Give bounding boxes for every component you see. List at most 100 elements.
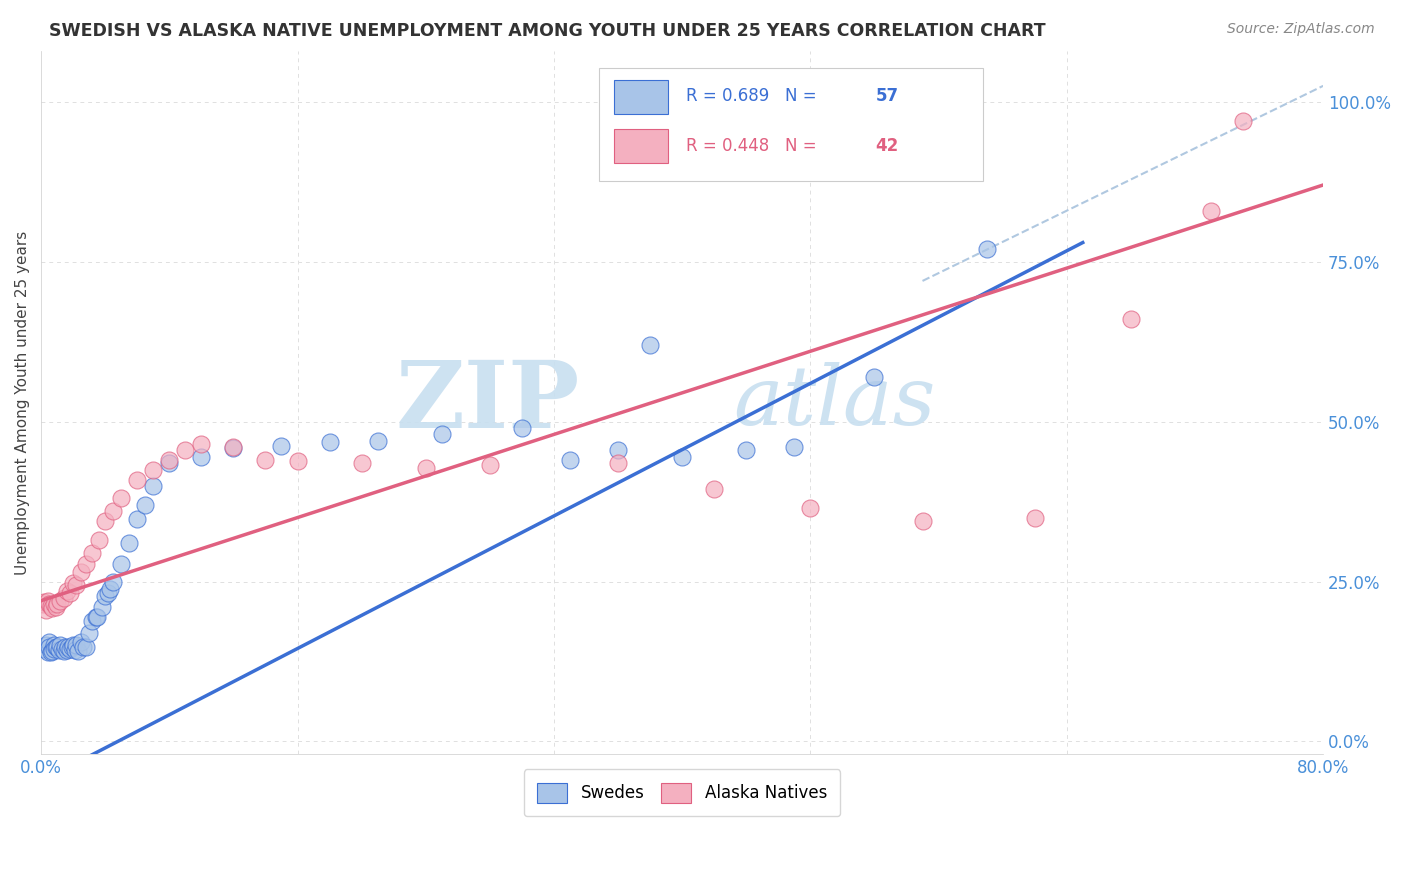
Point bbox=[367, 434, 389, 448]
Point bbox=[350, 456, 373, 470]
Point bbox=[86, 609, 108, 624]
Point bbox=[478, 458, 501, 472]
Point bbox=[287, 454, 309, 468]
Point bbox=[318, 435, 340, 450]
Point bbox=[51, 641, 73, 656]
Point bbox=[127, 474, 149, 488]
Point bbox=[190, 437, 212, 451]
Point bbox=[1119, 312, 1142, 326]
Point bbox=[911, 514, 934, 528]
Point bbox=[703, 482, 725, 496]
Point bbox=[1232, 114, 1254, 128]
Point bbox=[671, 450, 693, 464]
Point bbox=[38, 640, 60, 654]
Point bbox=[72, 640, 94, 654]
Text: SWEDISH VS ALASKA NATIVE UNEMPLOYMENT AMONG YOUTH UNDER 25 YEARS CORRELATION CHA: SWEDISH VS ALASKA NATIVE UNEMPLOYMENT AM… bbox=[49, 22, 1046, 40]
Point bbox=[415, 460, 437, 475]
Point bbox=[103, 504, 125, 518]
Text: 57: 57 bbox=[876, 87, 898, 105]
Point bbox=[66, 643, 89, 657]
Point bbox=[38, 635, 60, 649]
Text: ZIP: ZIP bbox=[395, 358, 579, 448]
Point bbox=[98, 582, 121, 597]
Point bbox=[75, 640, 97, 654]
Point bbox=[863, 369, 886, 384]
Point bbox=[783, 440, 806, 454]
Point bbox=[58, 640, 80, 655]
Point bbox=[1199, 203, 1222, 218]
Point bbox=[91, 600, 114, 615]
Point bbox=[430, 427, 453, 442]
Point bbox=[52, 591, 75, 605]
Point bbox=[157, 456, 180, 470]
Point bbox=[48, 643, 70, 657]
Point bbox=[190, 450, 212, 464]
Point bbox=[55, 584, 77, 599]
Point bbox=[35, 603, 58, 617]
Point bbox=[607, 456, 630, 470]
Point bbox=[157, 453, 180, 467]
Point bbox=[60, 640, 83, 654]
Point bbox=[510, 421, 533, 435]
Point bbox=[41, 643, 63, 657]
Point bbox=[70, 635, 93, 649]
Point bbox=[84, 609, 107, 624]
Point bbox=[34, 641, 56, 656]
Point bbox=[65, 578, 87, 592]
Point bbox=[118, 536, 141, 550]
Point bbox=[34, 595, 56, 609]
Point bbox=[270, 439, 292, 453]
Point bbox=[39, 599, 62, 613]
Point bbox=[42, 641, 65, 656]
Point bbox=[75, 557, 97, 571]
Point bbox=[59, 586, 82, 600]
Point bbox=[94, 514, 117, 528]
Point bbox=[49, 639, 72, 653]
Text: Source: ZipAtlas.com: Source: ZipAtlas.com bbox=[1227, 22, 1375, 37]
Point bbox=[65, 639, 87, 653]
Point bbox=[103, 574, 125, 589]
Point bbox=[1024, 510, 1046, 524]
Point bbox=[110, 491, 132, 506]
Point bbox=[607, 443, 630, 458]
Point bbox=[87, 533, 110, 547]
Text: R = 0.448   N =: R = 0.448 N = bbox=[686, 136, 823, 154]
Point bbox=[63, 643, 86, 657]
FancyBboxPatch shape bbox=[614, 80, 668, 114]
Point bbox=[42, 639, 65, 653]
Point bbox=[799, 500, 821, 515]
Point bbox=[38, 597, 60, 611]
FancyBboxPatch shape bbox=[614, 129, 668, 163]
Point bbox=[46, 640, 69, 655]
Text: R = 0.689   N =: R = 0.689 N = bbox=[686, 87, 823, 105]
Point bbox=[558, 453, 581, 467]
Point bbox=[174, 443, 197, 458]
Point bbox=[142, 478, 165, 492]
Point bbox=[44, 600, 66, 615]
Point bbox=[59, 641, 82, 656]
Point bbox=[94, 589, 117, 603]
Point bbox=[82, 614, 104, 628]
Text: 42: 42 bbox=[876, 136, 898, 154]
Y-axis label: Unemployment Among Youth under 25 years: Unemployment Among Youth under 25 years bbox=[15, 230, 30, 574]
Point bbox=[49, 593, 72, 607]
Point bbox=[638, 338, 661, 352]
Point bbox=[31, 597, 53, 611]
Point bbox=[55, 643, 77, 657]
Point bbox=[110, 557, 132, 571]
Point bbox=[52, 643, 75, 657]
Point bbox=[62, 639, 84, 653]
FancyBboxPatch shape bbox=[599, 69, 983, 181]
Point bbox=[62, 575, 84, 590]
Legend: Swedes, Alaska Natives: Swedes, Alaska Natives bbox=[524, 769, 841, 816]
Point bbox=[976, 242, 998, 256]
Point bbox=[142, 462, 165, 476]
Point bbox=[97, 586, 120, 600]
Text: atlas: atlas bbox=[734, 362, 936, 442]
Point bbox=[37, 593, 59, 607]
Point bbox=[82, 546, 104, 560]
Point bbox=[254, 453, 277, 467]
Point bbox=[39, 645, 62, 659]
Point bbox=[44, 640, 66, 654]
Point bbox=[42, 597, 65, 611]
